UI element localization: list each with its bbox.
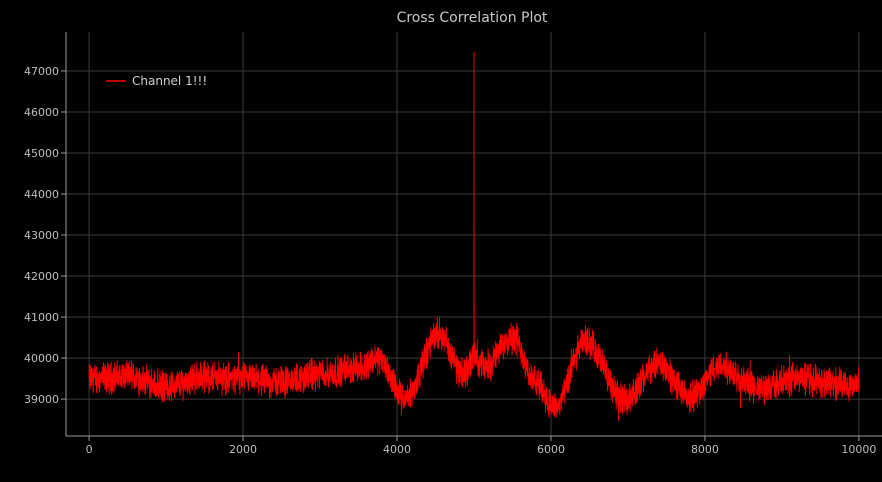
y-tick-label: 46000 <box>24 106 59 119</box>
series-line-channel-1 <box>88 52 860 421</box>
x-tick-label: 8000 <box>691 443 719 456</box>
tick-label-layer: 0 2000 4000 6000 8000 10000 39000 40000 41000 420… <box>24 65 876 456</box>
y-tick-label: 39000 <box>24 393 59 406</box>
x-tick-label: 10000 <box>841 443 876 456</box>
legend-label-channel-1: Channel 1!!! <box>132 74 207 88</box>
axis-layer <box>65 32 882 437</box>
y-tick-label: 42000 <box>24 270 59 283</box>
x-tick-label: 0 <box>86 443 93 456</box>
y-tick-label: 43000 <box>24 229 59 242</box>
chart-title: Cross Correlation Plot <box>397 10 548 26</box>
y-tick-label: 44000 <box>24 188 59 201</box>
y-tick-label: 40000 <box>24 352 59 365</box>
series-layer <box>88 52 860 421</box>
y-tick-label: 45000 <box>24 147 59 160</box>
legend: Channel 1!!! <box>106 74 207 88</box>
x-tick-label: 6000 <box>537 443 565 456</box>
x-tick-label: 2000 <box>229 443 257 456</box>
x-tick-label: 4000 <box>383 443 411 456</box>
y-tick-label: 41000 <box>24 311 59 324</box>
y-tick-label: 47000 <box>24 65 59 78</box>
